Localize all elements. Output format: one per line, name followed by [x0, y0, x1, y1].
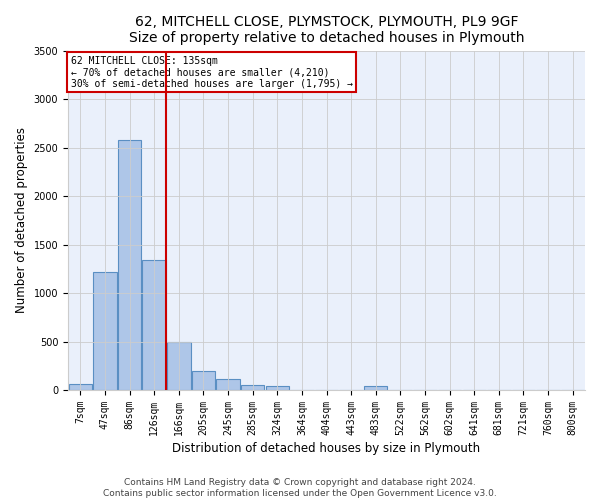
X-axis label: Distribution of detached houses by size in Plymouth: Distribution of detached houses by size … — [172, 442, 481, 455]
Bar — [68, 384, 92, 390]
Bar — [364, 386, 388, 390]
Bar — [217, 380, 240, 390]
Bar — [167, 342, 191, 390]
Bar — [192, 371, 215, 390]
Bar — [142, 260, 166, 390]
Bar — [118, 140, 141, 390]
Bar — [241, 384, 265, 390]
Text: 62 MITCHELL CLOSE: 135sqm
← 70% of detached houses are smaller (4,210)
30% of se: 62 MITCHELL CLOSE: 135sqm ← 70% of detac… — [71, 56, 353, 89]
Title: 62, MITCHELL CLOSE, PLYMSTOCK, PLYMOUTH, PL9 9GF
Size of property relative to de: 62, MITCHELL CLOSE, PLYMSTOCK, PLYMOUTH,… — [129, 15, 524, 45]
Y-axis label: Number of detached properties: Number of detached properties — [15, 128, 28, 314]
Text: Contains HM Land Registry data © Crown copyright and database right 2024.
Contai: Contains HM Land Registry data © Crown c… — [103, 478, 497, 498]
Bar — [266, 386, 289, 390]
Bar — [93, 272, 116, 390]
